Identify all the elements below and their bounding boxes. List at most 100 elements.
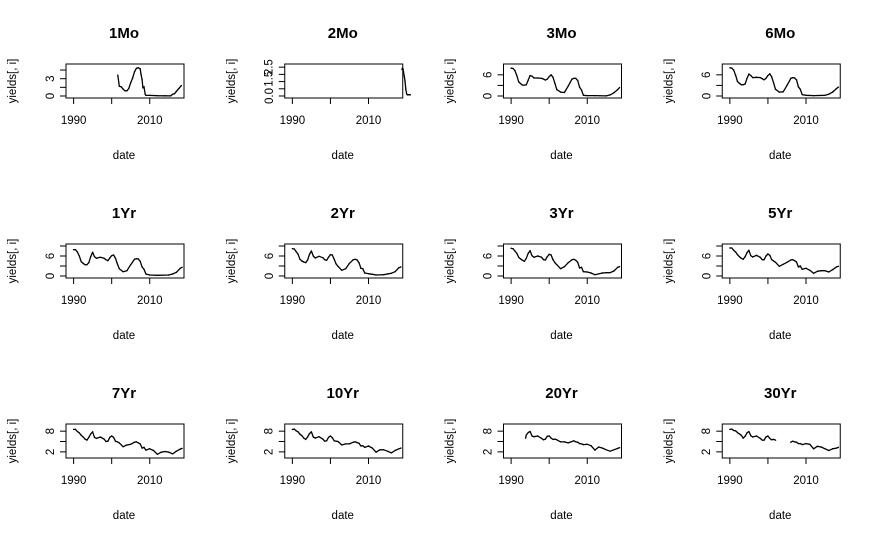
y-axis-label: yields[, i] <box>226 59 238 104</box>
data-point <box>552 76 554 78</box>
panel-1mo: 1Mo 1990 2010 0 3 date yields[, i] <box>7 25 185 162</box>
data-point <box>510 67 512 69</box>
data-point <box>731 428 733 430</box>
data-point <box>329 435 332 437</box>
data-point <box>571 440 573 443</box>
data-point <box>99 256 101 259</box>
data-point <box>114 257 117 260</box>
data-point <box>341 444 343 446</box>
data-point <box>308 253 311 256</box>
data-point <box>759 437 762 440</box>
data-point <box>769 73 771 75</box>
data-point <box>124 90 126 92</box>
panel-title: 6Mo <box>765 25 795 42</box>
data-point <box>795 441 798 443</box>
data-point <box>618 86 621 89</box>
y-tick-label: 6 <box>483 253 495 259</box>
panel-title: 3Mo <box>547 25 577 42</box>
data-point <box>519 82 522 85</box>
plot-frame <box>721 243 841 279</box>
panel-title: 1Mo <box>109 25 139 42</box>
data-point <box>175 450 178 452</box>
panel-10yr: 10Yr 1990 2010 2 8 date yields[, i] <box>226 385 404 522</box>
data-point <box>164 95 166 97</box>
data-point <box>116 263 119 265</box>
data-point <box>767 435 769 437</box>
data-point <box>363 272 366 274</box>
x-tick-label: 2010 <box>793 295 819 307</box>
y-tick-label: 0 <box>701 93 713 99</box>
panel-3yr: 3Yr 1990 2010 0 6 date yields[, i] <box>445 205 622 342</box>
data-point <box>554 82 556 84</box>
data-point <box>118 85 120 87</box>
data-point <box>169 95 172 97</box>
data-point <box>348 443 351 445</box>
data-point <box>797 266 800 268</box>
data-point <box>740 84 742 86</box>
data-point <box>301 434 303 437</box>
data-point <box>742 258 744 261</box>
data-point <box>616 266 619 269</box>
data-point <box>312 436 314 438</box>
data-point <box>383 273 385 276</box>
data-point <box>738 433 741 435</box>
data-point <box>510 247 512 250</box>
data-point <box>105 440 107 443</box>
data-point <box>318 435 320 438</box>
data-point <box>820 446 822 448</box>
data-point <box>578 442 581 445</box>
data-point <box>523 84 526 86</box>
x-axis-label: date <box>769 150 791 162</box>
data-point <box>559 91 562 93</box>
x-tick-label: 2010 <box>137 475 163 487</box>
data-point <box>362 267 364 270</box>
data-point <box>831 268 834 271</box>
data-point <box>761 78 763 80</box>
data-point <box>567 85 569 87</box>
data-point <box>356 259 358 261</box>
data-point <box>304 261 307 264</box>
data-point <box>149 94 151 97</box>
data-point <box>297 253 299 256</box>
data-point <box>736 80 739 83</box>
data-point <box>742 437 744 439</box>
data-point <box>531 75 533 77</box>
data-point <box>755 76 758 78</box>
data-point <box>563 441 566 443</box>
data-point <box>791 440 794 442</box>
data-point <box>133 441 136 443</box>
panel-title: 7Yr <box>112 385 136 402</box>
data-point <box>525 84 528 86</box>
data-point <box>761 439 763 441</box>
data-point <box>797 442 800 445</box>
data-point <box>590 444 592 447</box>
data-point <box>139 443 141 445</box>
data-point <box>86 263 88 266</box>
data-point <box>820 269 822 272</box>
data-point <box>573 440 575 442</box>
data-point <box>118 442 120 444</box>
x-tick-label: 2010 <box>793 475 819 487</box>
data-point <box>613 92 615 94</box>
data-point <box>765 77 767 80</box>
data-point <box>304 438 307 441</box>
x-tick-label: 1990 <box>280 475 306 487</box>
data-point <box>181 447 183 450</box>
data-point <box>137 258 140 260</box>
data-point <box>537 435 539 437</box>
data-point <box>809 443 811 445</box>
data-point <box>122 445 124 448</box>
y-tick-label: 2.5 <box>264 59 276 75</box>
data-point <box>82 436 84 438</box>
data-point <box>518 256 520 259</box>
data-point <box>546 255 548 258</box>
data-point <box>112 436 115 439</box>
data-point <box>401 68 403 71</box>
x-tick-label: 1990 <box>498 475 524 487</box>
data-point <box>156 453 159 455</box>
data-point <box>375 451 377 453</box>
plot-frame <box>284 63 404 99</box>
data-point <box>171 93 174 95</box>
data-point <box>554 261 556 264</box>
data-point <box>759 256 762 259</box>
